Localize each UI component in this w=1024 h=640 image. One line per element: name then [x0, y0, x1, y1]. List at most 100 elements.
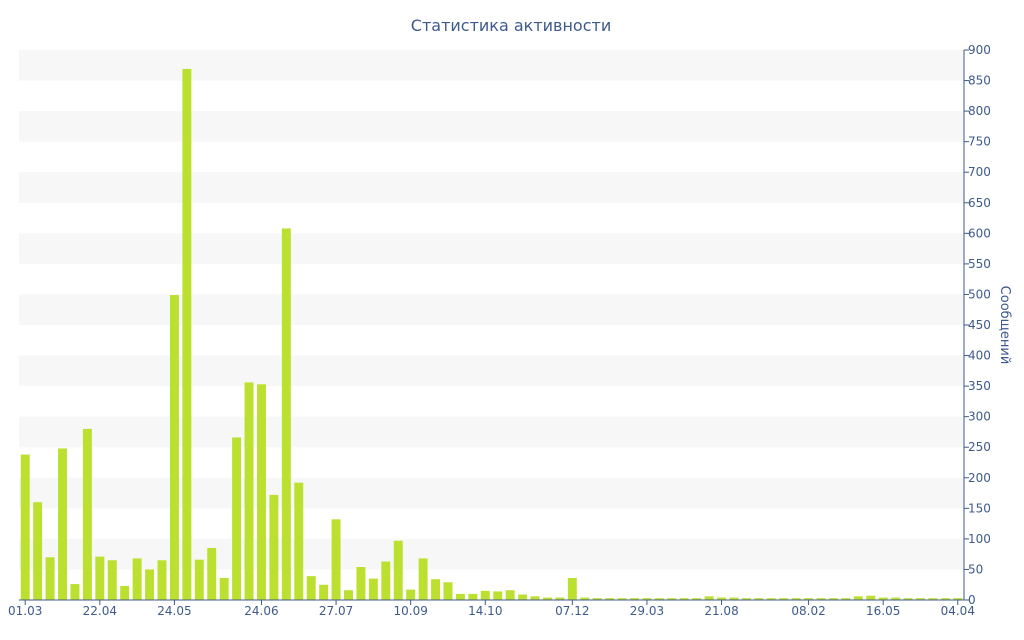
bar	[368, 578, 378, 600]
y-tick-label: 450	[968, 318, 991, 332]
y-tick-label: 750	[968, 135, 991, 149]
bar	[294, 482, 304, 600]
y-tick-label: 500	[968, 287, 991, 301]
bar	[418, 558, 428, 600]
x-tick-label: 21.08	[704, 604, 738, 618]
y-tick-label: 700	[968, 165, 991, 179]
bar	[729, 597, 739, 600]
bar	[605, 598, 615, 600]
y-tick-label: 150	[968, 501, 991, 515]
bar	[443, 582, 453, 600]
bar	[530, 596, 540, 600]
bar	[667, 598, 677, 600]
bar	[194, 559, 204, 600]
bar	[120, 585, 130, 600]
bar	[33, 502, 43, 600]
grid-band	[19, 355, 964, 387]
y-tick-label: 250	[968, 440, 991, 454]
bar	[555, 597, 565, 600]
x-tick-label: 14.10	[468, 604, 502, 618]
bar	[381, 561, 391, 600]
bar	[319, 584, 329, 600]
bar	[903, 598, 913, 600]
bar	[717, 597, 727, 600]
bar	[916, 598, 925, 600]
grid-band	[19, 233, 964, 264]
bar	[828, 598, 838, 600]
bar	[480, 590, 490, 600]
bar	[107, 560, 117, 600]
bar-series	[20, 68, 963, 600]
bar	[132, 558, 142, 600]
x-tick-label: 29.03	[630, 604, 664, 618]
bar	[145, 569, 155, 600]
y-tick-label: 800	[968, 104, 991, 118]
y-tick-label: 850	[968, 74, 991, 88]
bar	[82, 428, 92, 600]
y-axis-title: Сообщений	[997, 286, 1012, 365]
bar	[592, 598, 602, 600]
grid-band	[19, 111, 964, 142]
grid-band	[19, 50, 964, 81]
y-tick-label: 600	[968, 226, 991, 240]
x-tick-label: 24.06	[244, 604, 278, 618]
bar	[393, 540, 403, 600]
bar	[281, 228, 291, 600]
bar	[642, 598, 652, 600]
bar	[493, 591, 503, 600]
x-tick-label: 07.12	[555, 604, 589, 618]
bar	[679, 598, 689, 600]
x-tick-label: 22.04	[83, 604, 117, 618]
bar	[630, 598, 639, 600]
bar	[853, 596, 863, 600]
bar	[816, 598, 826, 600]
x-tick-label: 27.07	[319, 604, 353, 618]
bar	[207, 548, 217, 600]
bar	[232, 437, 242, 600]
y-tick-label: 900	[968, 43, 991, 57]
grid-band	[19, 172, 964, 203]
bar	[431, 579, 441, 600]
bar	[518, 594, 528, 600]
bar	[866, 595, 876, 600]
bar	[45, 557, 55, 600]
bar	[779, 598, 789, 600]
bar	[841, 598, 851, 600]
x-tick-label: 10.09	[393, 604, 427, 618]
y-tick-label: 550	[968, 257, 991, 271]
background-bands	[19, 50, 964, 570]
bar	[542, 597, 552, 600]
y-tick-label: 350	[968, 379, 991, 393]
bar	[356, 567, 366, 600]
bar	[219, 578, 229, 600]
bar	[306, 576, 316, 600]
bar	[505, 590, 515, 600]
bar	[95, 556, 105, 600]
bar	[891, 597, 901, 600]
bar	[70, 584, 80, 600]
bar	[169, 295, 179, 600]
bar	[20, 454, 30, 600]
x-tick-label: 04.04	[941, 604, 975, 618]
y-tick-label: 200	[968, 471, 991, 485]
bar	[58, 448, 67, 600]
bar	[953, 598, 963, 600]
bar	[692, 598, 702, 600]
bar	[580, 597, 590, 600]
bar	[791, 598, 801, 600]
grid-band	[19, 477, 964, 509]
bar	[766, 598, 776, 600]
y-tick-label: 400	[968, 349, 991, 363]
chart-title: Статистика активности	[411, 16, 611, 35]
bar	[468, 593, 478, 600]
bar	[455, 593, 465, 600]
x-axis: 01.03 22.04 24.05 24.06 27.07 10.09 14.10 07.12…	[8, 599, 975, 618]
grid-band	[19, 416, 964, 448]
y-tick-label: 650	[968, 196, 991, 210]
y-axis: 0 50 100 150 200 250 300 350 400 450 500 550 600 650 7…	[963, 43, 991, 607]
bar	[804, 598, 814, 600]
bar	[344, 590, 353, 600]
y-tick-label: 300	[968, 410, 991, 424]
